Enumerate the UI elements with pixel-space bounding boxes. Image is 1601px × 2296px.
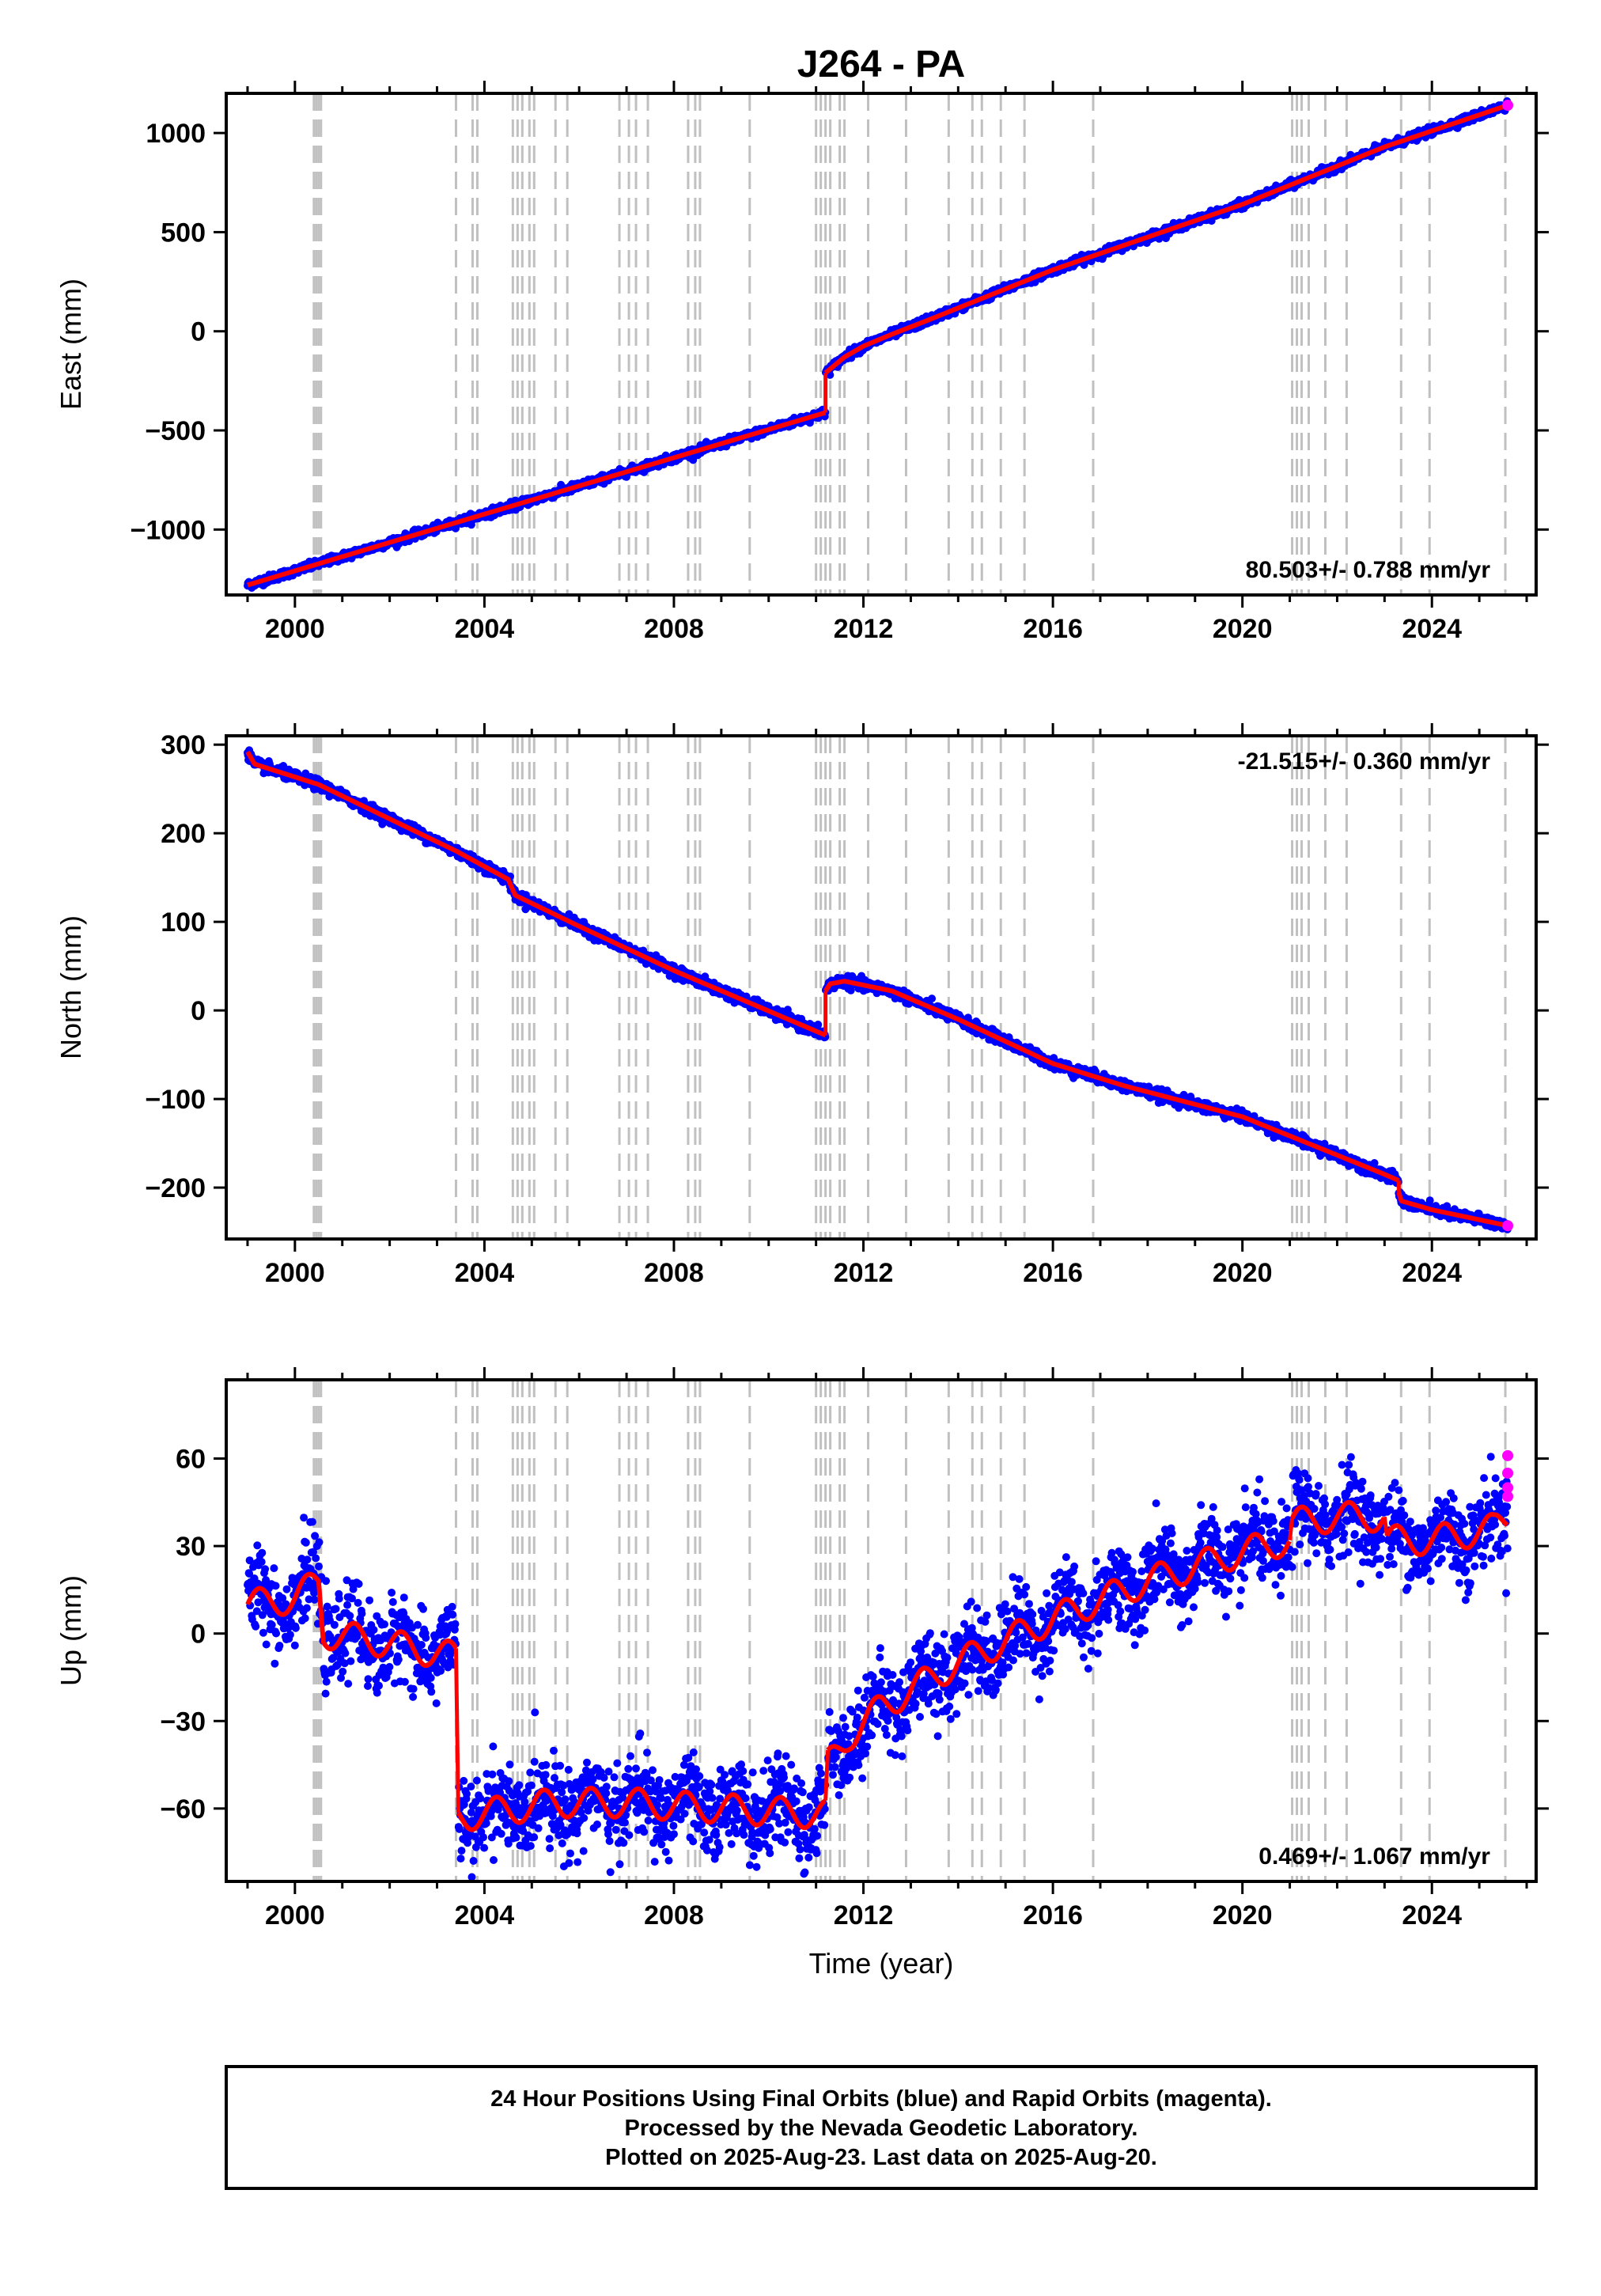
model-fit-line (246, 103, 1509, 588)
x-axis: 2000 2004 2008 2012 2016 2020 2024 (246, 81, 1528, 644)
event-lines (312, 93, 1507, 595)
event-lines (312, 736, 1507, 1239)
x-tick-label: 2004 (455, 614, 515, 644)
data-point (814, 1021, 823, 1029)
fit-segment (246, 410, 827, 588)
east-panel: 2000 2004 2008 2012 2016 2020 2024 −1000 −500 0 50… (55, 81, 1549, 644)
x-tick-label: 2016 (1023, 614, 1083, 644)
y-tick-label: 500 (161, 218, 206, 248)
north-panel: 2000 2004 2008 2012 2016 2020 2024−200−1000100… (55, 723, 1549, 1288)
fit-segment (823, 103, 1509, 375)
y-axis: −1000 −500 0 500 1000 (131, 119, 1549, 545)
x-tick-label: 2008 (644, 614, 704, 644)
rapid-point (1502, 100, 1514, 112)
rapid-orbit-points (1502, 100, 1514, 112)
plot-frame (225, 92, 1538, 597)
x-tick-label: 2000 (265, 614, 325, 644)
y-tick-label: −500 (145, 416, 206, 446)
x-tick-label: 2020 (1213, 614, 1273, 644)
x-tick-label: 2012 (834, 614, 894, 644)
data-point (846, 986, 855, 995)
y-axis-label: East (mm) (55, 278, 87, 410)
x-tick-label: 2024 (1402, 614, 1462, 644)
y-tick-label: 1000 (146, 119, 206, 149)
chart-title: J264 - PA (797, 44, 966, 85)
y-tick-label: 0 (191, 317, 206, 347)
data-point (928, 995, 937, 1003)
velocity-annotation: 80.503+/- 0.788 mm/yr (1246, 557, 1491, 583)
y-tick-label: −1000 (131, 515, 206, 545)
